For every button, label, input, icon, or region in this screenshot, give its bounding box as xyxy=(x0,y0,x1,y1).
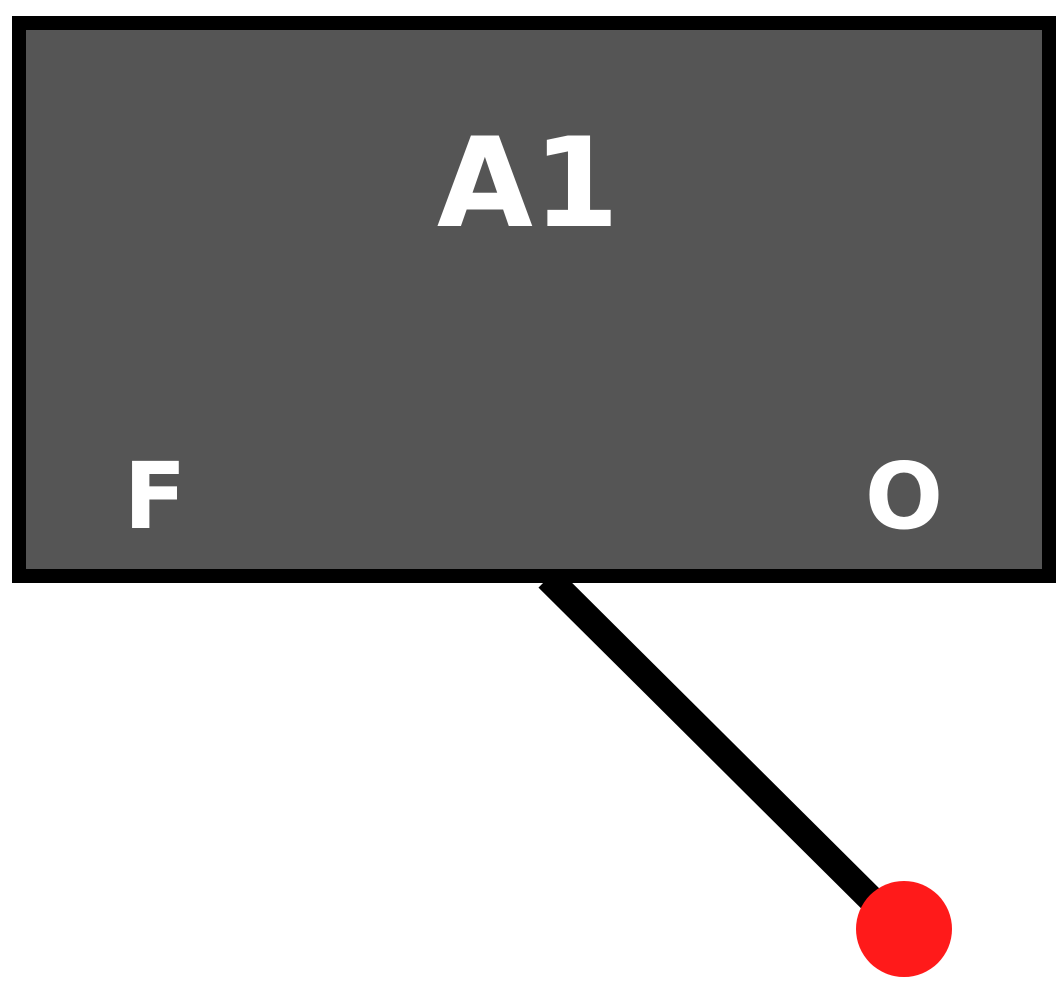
port-label-f: F xyxy=(124,443,187,550)
endpoint-dot[interactable] xyxy=(856,881,952,977)
connector-line xyxy=(538,568,912,940)
port-label-o: O xyxy=(865,443,943,550)
block-a1[interactable] xyxy=(12,16,1056,583)
block-title: A1 xyxy=(437,112,619,256)
